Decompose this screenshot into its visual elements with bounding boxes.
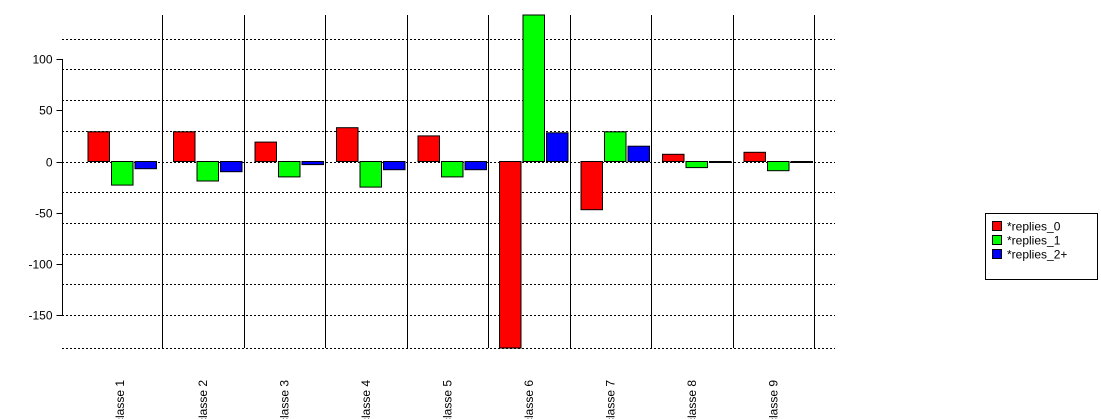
legend-swatch-1 <box>992 221 1002 231</box>
y-tick-label-5: -150 <box>28 309 52 323</box>
category-separators <box>162 15 815 348</box>
bars-layer <box>87 14 813 349</box>
bar-7-replies-2 <box>627 145 650 163</box>
bar-2-replies-0 <box>173 131 196 163</box>
y-tick-label-0: 100 <box>32 53 52 67</box>
legend-swatch-2 <box>992 235 1002 245</box>
category-label-3: classe 3 <box>277 380 291 419</box>
legend-label-1: *replies_0 <box>1007 220 1061 234</box>
category-label-1: classe 1 <box>113 380 127 419</box>
bar-8-replies-0 <box>662 153 685 163</box>
bar-2-replies-1 <box>196 161 219 182</box>
bar-6-replies-2 <box>546 132 569 163</box>
bar-5-replies-0 <box>417 135 440 162</box>
category-label-4: classe 4 <box>359 380 373 419</box>
y-tick-label-1: 50 <box>39 104 53 118</box>
bar-1-replies-1 <box>111 161 134 186</box>
category-labels: classe 1 classe 2 classe 3 classe 4 classe 5… <box>113 380 780 419</box>
category-label-2: classe 2 <box>196 380 210 419</box>
legend-box <box>985 213 1098 280</box>
bar-1-replies-0 <box>87 131 110 163</box>
bar-1-replies-2 <box>134 161 157 170</box>
y-tick-label-3: -50 <box>35 207 53 221</box>
bar-3-replies-0 <box>254 141 277 163</box>
bar-3-replies-2 <box>301 161 324 166</box>
category-label-8: classe 8 <box>685 380 699 419</box>
category-label-7: classe 7 <box>603 380 617 419</box>
category-label-6: classe 6 <box>522 380 536 419</box>
y-axis: 100 50 0 -50 -100 -150 <box>28 53 63 323</box>
y-tick-label-2: 0 <box>46 156 53 170</box>
category-label-9: classe 9 <box>766 380 780 419</box>
legend-swatch-3 <box>992 249 1002 259</box>
category-label-5: classe 5 <box>440 380 454 419</box>
bar-8-replies-2 <box>709 161 732 163</box>
bar-3-replies-1 <box>278 161 301 178</box>
bar-9-replies-0 <box>743 151 766 163</box>
bar-5-replies-2 <box>464 161 487 171</box>
bar-6-replies-0 <box>499 161 522 349</box>
bar-9-replies-1 <box>767 161 790 172</box>
grid-layer <box>62 39 835 349</box>
legend-label-2: *replies_1 <box>1007 234 1061 248</box>
bar-4-replies-1 <box>359 161 382 188</box>
bar-6-replies-1 <box>522 14 545 162</box>
y-tick-label-4: -100 <box>28 258 52 272</box>
bar-5-replies-1 <box>441 161 464 178</box>
bar-2-replies-2 <box>220 161 243 173</box>
legend: *replies_0*replies_1*replies_2+ <box>985 213 1098 280</box>
bar-4-replies-0 <box>336 127 359 162</box>
bar-9-replies-2 <box>790 161 813 163</box>
bar-4-replies-2 <box>383 161 406 171</box>
bar-7-replies-1 <box>604 131 627 163</box>
bar-8-replies-1 <box>685 161 708 169</box>
legend-label-3: *replies_2+ <box>1007 248 1067 262</box>
bar-7-replies-0 <box>580 161 603 211</box>
